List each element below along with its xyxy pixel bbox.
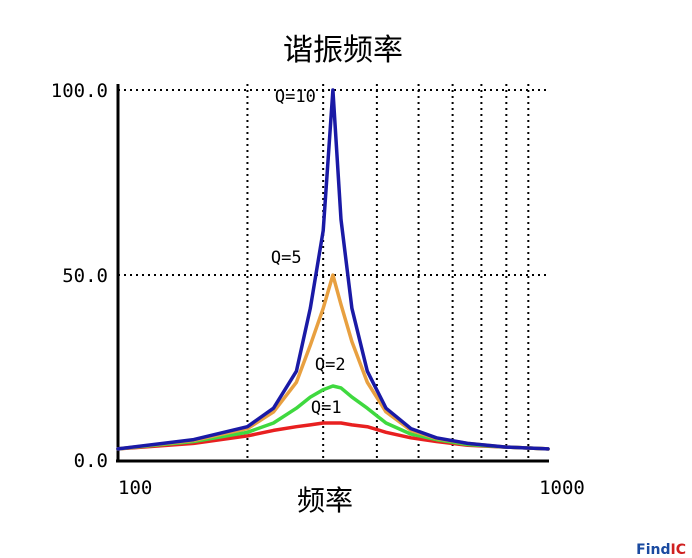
y-tick-labels: 0.0 50.0 100.0 [51, 80, 108, 472]
annotation-q10: Q=10 [275, 87, 316, 107]
y-tick-label: 0.0 [74, 450, 108, 472]
watermark: FindIC [636, 542, 686, 558]
q-annotations: Q=10 Q=5 Q=2 Q=1 [271, 87, 346, 418]
chart-title: 谐振频率 [283, 33, 403, 68]
annotation-q2: Q=2 [315, 355, 346, 375]
x-tick-labels: 100 1000 [118, 477, 585, 499]
watermark-part2: IC [671, 542, 686, 558]
x-tick-label: 100 [118, 477, 152, 499]
series-line-q10 [116, 88, 550, 451]
x-axis-label: 频率 [297, 484, 353, 517]
y-tick-label: 100.0 [51, 80, 108, 102]
series-group [116, 88, 550, 451]
watermark-part1: Find [636, 542, 670, 558]
grid-lines [118, 84, 548, 460]
annotation-q5: Q=5 [271, 248, 302, 268]
annotation-q1: Q=1 [311, 398, 342, 418]
y-tick-label: 50.0 [62, 265, 108, 287]
x-tick-label: 1000 [539, 477, 585, 499]
